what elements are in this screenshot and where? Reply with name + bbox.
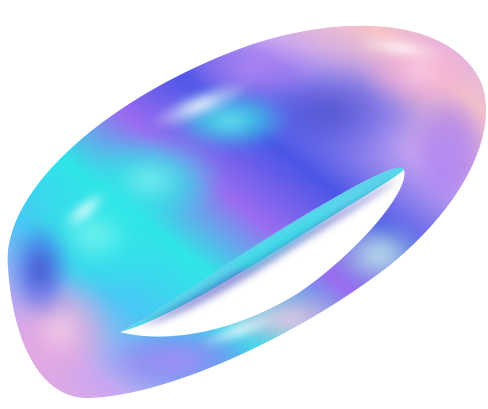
torus-body — [7, 25, 487, 399]
torus-inner-glow — [230, 205, 335, 270]
